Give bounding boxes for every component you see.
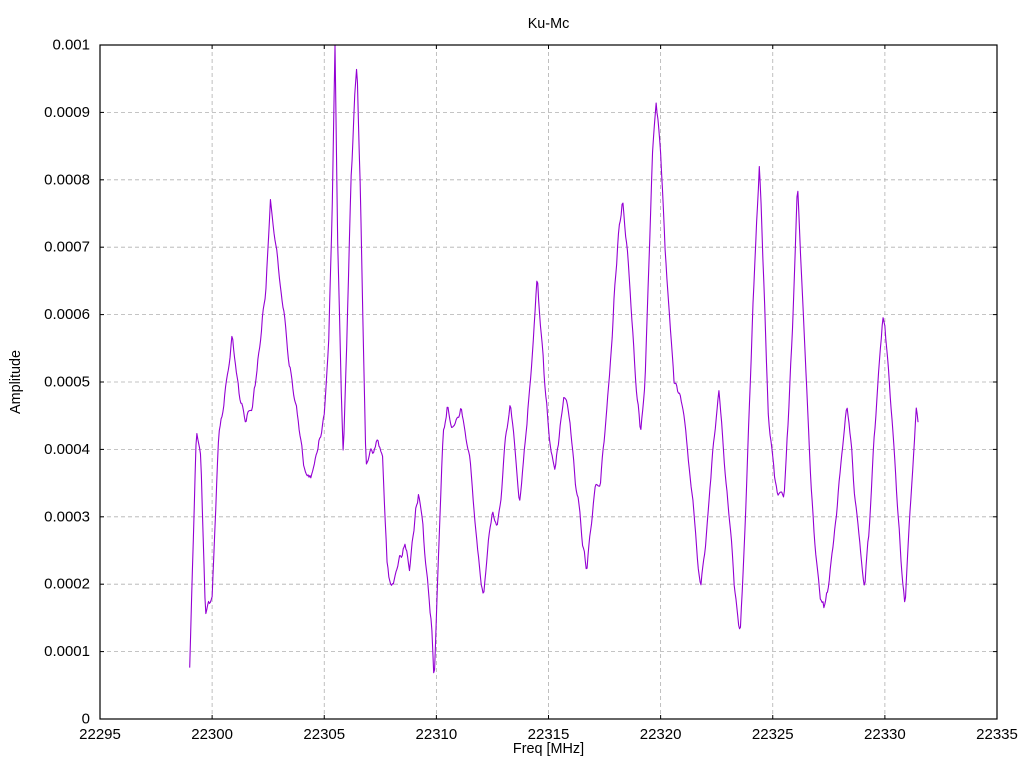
svg-text:0.0008: 0.0008 bbox=[44, 171, 90, 188]
svg-text:0.0001: 0.0001 bbox=[44, 643, 90, 660]
svg-text:22310: 22310 bbox=[416, 726, 458, 743]
svg-text:0.001: 0.001 bbox=[52, 37, 90, 54]
svg-text:22295: 22295 bbox=[79, 726, 121, 743]
svg-text:0: 0 bbox=[82, 711, 90, 728]
svg-text:0.0003: 0.0003 bbox=[44, 508, 90, 525]
svg-text:22325: 22325 bbox=[752, 726, 794, 743]
svg-text:22300: 22300 bbox=[191, 726, 233, 743]
svg-text:Freq [MHz]: Freq [MHz] bbox=[513, 741, 584, 757]
svg-text:22320: 22320 bbox=[640, 726, 682, 743]
svg-text:0.0004: 0.0004 bbox=[44, 441, 90, 458]
svg-text:0.0006: 0.0006 bbox=[44, 306, 90, 323]
svg-text:0.0002: 0.0002 bbox=[44, 576, 90, 593]
svg-text:22330: 22330 bbox=[864, 726, 906, 743]
svg-text:0.0009: 0.0009 bbox=[44, 104, 90, 121]
svg-text:0.0007: 0.0007 bbox=[44, 239, 90, 256]
svg-text:Amplitude: Amplitude bbox=[8, 350, 24, 414]
svg-text:Ku-Mc: Ku-Mc bbox=[528, 16, 570, 32]
svg-text:22305: 22305 bbox=[303, 726, 345, 743]
svg-text:0.0005: 0.0005 bbox=[44, 374, 90, 391]
svg-text:22335: 22335 bbox=[976, 726, 1018, 743]
